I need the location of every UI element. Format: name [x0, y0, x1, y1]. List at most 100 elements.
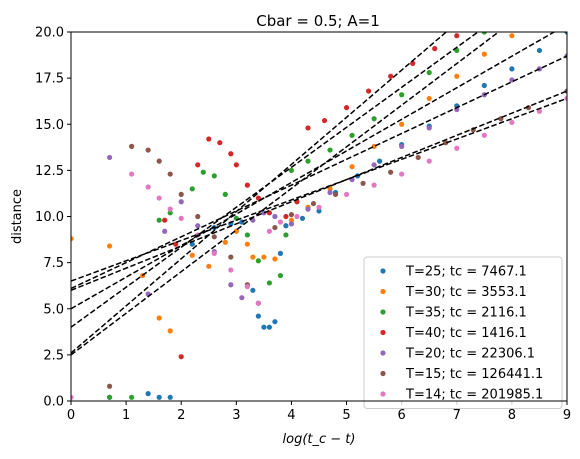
legend-box: [363, 256, 563, 409]
legend: T=25; tc = 7467.1 T=30; tc = 3553.1 T=35; …: [363, 256, 563, 409]
series-5-point: [129, 143, 135, 149]
series-6-point: [211, 250, 217, 256]
legend-marker: [380, 350, 386, 356]
y-tick-label: 20.0: [35, 26, 64, 41]
legend-marker: [380, 370, 386, 377]
series-1-point: [454, 73, 460, 79]
legend-entry-label: T=25; tc = 7467.1: [405, 265, 527, 280]
series-1-point: [288, 217, 295, 223]
series-4-point: [288, 221, 295, 227]
x-tick-label: 7: [453, 408, 461, 423]
series-3-point: [343, 105, 350, 111]
series-6-point: [145, 184, 151, 190]
series-5-point: [228, 254, 234, 260]
legend-entry-label: T=30; tc = 3553.1: [405, 285, 527, 300]
series-6-fit-line: [71, 97, 567, 282]
series-6-point: [509, 119, 515, 126]
plot-area-frame: [70, 31, 568, 402]
legend-marker: [380, 329, 386, 336]
series-3-point: [233, 162, 239, 168]
series-1-point: [106, 243, 113, 249]
series-6-point: [244, 284, 250, 290]
series-2-point: [255, 258, 261, 264]
series-0-point: [564, 32, 567, 35]
series-5-point: [167, 171, 173, 177]
series-1-point: [426, 95, 432, 102]
series-2-point: [305, 158, 311, 164]
series-2-point: [156, 217, 162, 223]
series-6-point: [167, 206, 173, 212]
series-5-point: [156, 158, 162, 164]
series-3-point: [195, 162, 201, 168]
series-6-point: [536, 108, 543, 114]
series-2-point: [189, 186, 195, 192]
series-6-point: [129, 171, 135, 177]
series-2-point: [129, 394, 135, 400]
series-3-point: [454, 33, 460, 39]
series-6-point: [266, 228, 272, 234]
series-5-point: [332, 191, 339, 197]
series-2-point: [288, 167, 295, 173]
series-2-point: [371, 116, 377, 122]
series-3-fit-line: [71, 32, 448, 354]
series-6-point: [481, 132, 487, 138]
series-0-point: [283, 223, 289, 229]
series-1-point: [222, 239, 228, 245]
series-2-fit-line: [71, 32, 480, 328]
series-5-point: [310, 200, 317, 207]
series-2-point: [481, 32, 487, 35]
series-3-point: [244, 182, 250, 188]
series-5-point: [288, 212, 295, 218]
series-1-point: [371, 143, 377, 149]
series-0-point: [481, 82, 487, 89]
series-6-point: [316, 204, 322, 210]
series-0-point: [255, 313, 261, 319]
series-6-point: [564, 95, 567, 102]
series-4-point: [162, 228, 168, 234]
series-1-point: [509, 33, 515, 39]
x-tick-label: 2: [177, 408, 185, 423]
series-4-point: [228, 282, 234, 288]
series-5-point: [195, 213, 201, 220]
series-0-point: [316, 208, 322, 214]
series-1-point: [399, 121, 405, 127]
series-4-point: [426, 125, 432, 131]
series-6-point: [294, 213, 300, 220]
legend-entry-label: T=14; tc = 201985.1: [405, 388, 543, 403]
series-6-point: [454, 145, 460, 151]
series-5-point: [106, 383, 113, 389]
legend-entry-label: T=15; tc = 126441.1: [405, 367, 543, 382]
series-2-point: [327, 147, 333, 153]
legend-marker: [380, 288, 386, 295]
series-2-point: [200, 169, 206, 175]
y-axis-label: distance: [10, 189, 25, 244]
series-4-point: [305, 206, 311, 212]
series-3-point: [228, 151, 234, 157]
series-4-fit-line: [71, 55, 567, 290]
x-tick-label: 1: [122, 408, 130, 423]
series-3-point: [206, 136, 212, 142]
series-6-point: [178, 215, 184, 221]
series-5-fit-line: [71, 90, 567, 291]
series-2-point: [211, 173, 217, 179]
series-2-point: [283, 232, 289, 238]
series-0-point: [377, 158, 383, 164]
series-5-point: [178, 191, 184, 197]
series-3-point: [366, 88, 372, 94]
series-4-point: [327, 189, 333, 196]
series-0-point: [145, 391, 151, 397]
x-axis: 0 1 2 3 4 5 6 7 8 9: [67, 401, 571, 423]
y-tick-label: 17.5: [35, 72, 64, 87]
series-1-point: [71, 236, 74, 242]
series-4-point: [399, 143, 405, 149]
series-0-point: [250, 287, 256, 293]
series-5-point: [443, 140, 449, 146]
series-1-point: [189, 252, 195, 258]
series-1-point: [272, 256, 278, 262]
series-0-fit-line: [71, 32, 556, 310]
series-0-point: [277, 250, 284, 256]
series-2-point: [167, 210, 173, 216]
legend-marker: [380, 268, 386, 274]
series-6-point: [71, 394, 74, 400]
